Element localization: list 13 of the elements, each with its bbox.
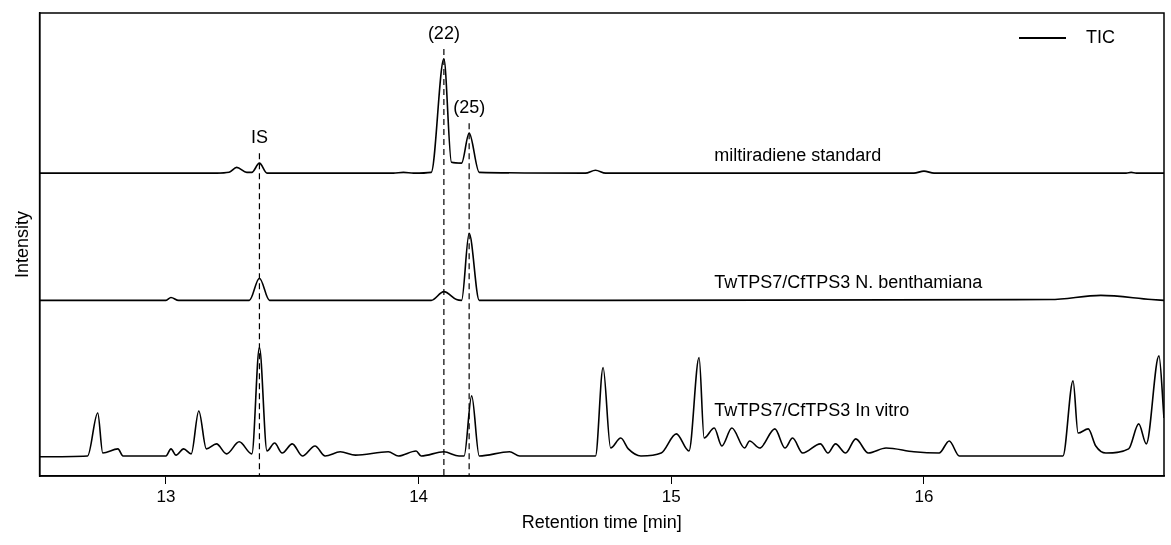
series-label: TwTPS7/CfTPS3 In vitro: [714, 400, 910, 420]
series-label: miltiradiene standard: [714, 145, 882, 166]
x-tick-label: 15: [661, 486, 681, 506]
text: TIC: [1086, 26, 1115, 47]
x-tick-label: 13: [156, 486, 176, 506]
series-label: TwTPS7/CfTPS3 N. benthamiana: [714, 272, 984, 293]
x-axis-title: Retention time [min]: [521, 512, 682, 533]
x-tick-label: 16: [914, 486, 934, 506]
x-tick-label: 14: [409, 486, 429, 506]
annotation: (25): [453, 97, 486, 118]
y-axis-title: Intensity: [11, 210, 32, 279]
annotation: IS: [250, 127, 268, 148]
annotation: (22): [427, 22, 460, 43]
